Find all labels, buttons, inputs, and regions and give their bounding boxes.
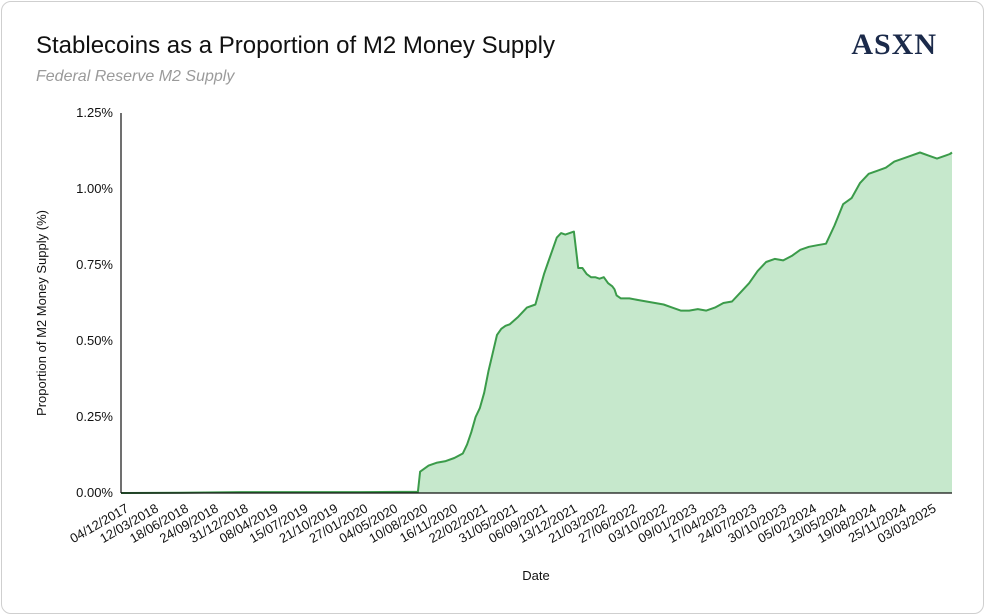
y-tick-label: 0.00% [76,485,113,500]
chart-title: Stablecoins as a Proportion of M2 Money … [36,32,555,59]
y-tick-label: 0.25% [76,409,113,424]
area-fill [121,152,952,493]
asxn-logo: ASXN [851,28,937,61]
y-tick-label: 0.75% [76,257,113,272]
y-tick-label: 1.25% [76,105,113,120]
x-axis-label: Date [522,568,549,583]
y-tick-label: 0.50% [76,333,113,348]
y-axis-label: Proportion of M2 Money Supply (%) [34,210,49,416]
plot-area: 0.00%0.25%0.50%0.75%1.00%1.25%04/12/2017… [67,105,953,546]
chart-subtitle: Federal Reserve M2 Supply [36,68,235,85]
series-line [120,151,953,494]
y-tick-label: 1.00% [76,181,113,196]
